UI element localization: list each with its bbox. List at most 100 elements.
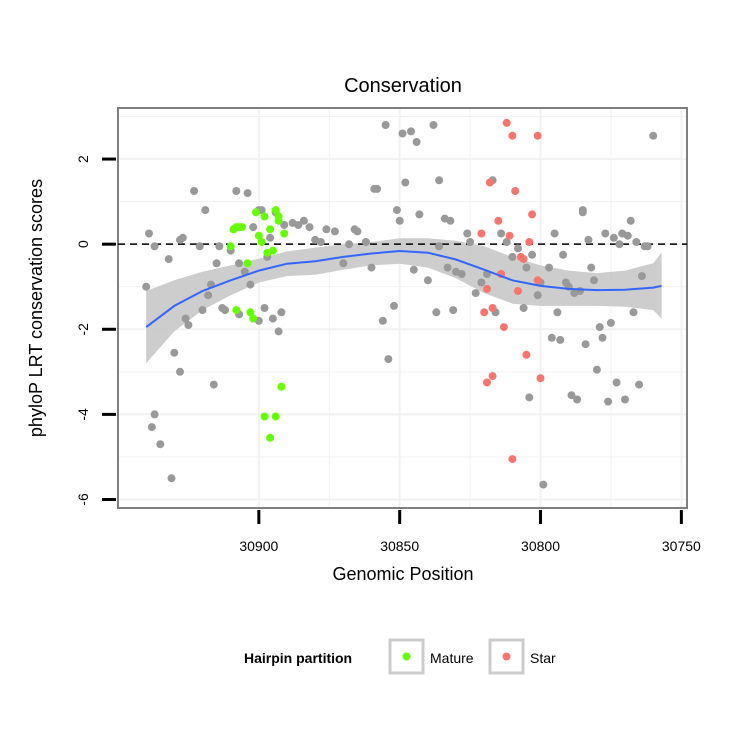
point-grey [378, 316, 387, 325]
point-grey [221, 306, 229, 315]
confidence-ribbon [146, 238, 662, 364]
point-star [480, 308, 489, 317]
point-grey [435, 176, 444, 185]
point-mature [260, 412, 269, 421]
point-grey [150, 242, 159, 251]
point-grey [190, 187, 199, 195]
point-grey [198, 306, 207, 315]
point-grey [612, 378, 621, 387]
point-grey [142, 282, 151, 291]
point-star [508, 455, 517, 464]
x-tick-label: 30750 [662, 538, 701, 554]
point-grey [212, 259, 221, 268]
point-grey [528, 250, 537, 259]
point-grey [176, 367, 184, 376]
point-grey [497, 229, 506, 238]
point-grey [415, 210, 424, 219]
point-grey [345, 240, 353, 249]
point-grey [170, 348, 179, 357]
point-star [483, 284, 491, 293]
point-grey [232, 187, 241, 195]
y-axis-title: phyloP LRT conservation scores [26, 179, 46, 437]
legend-label-star: Star [530, 650, 556, 666]
point-grey [398, 129, 407, 138]
point-grey [184, 321, 193, 329]
point-grey [246, 280, 255, 289]
point-grey [204, 291, 213, 300]
point-grey [559, 250, 568, 259]
point-grey [209, 380, 218, 389]
legend-dot-star [502, 652, 511, 661]
point-grey [367, 263, 376, 272]
point-grey [299, 216, 308, 225]
legend-title: Hairpin partition [244, 650, 352, 666]
point-mature [271, 412, 280, 421]
point-mature [277, 382, 286, 391]
point-grey [539, 480, 548, 489]
point-grey [604, 397, 613, 406]
point-grey [522, 263, 531, 272]
point-grey [463, 229, 472, 238]
point-star [525, 238, 534, 246]
point-grey [150, 410, 159, 419]
point-grey [423, 276, 432, 285]
point-grey [167, 474, 176, 483]
legend-key-star: Star [488, 638, 556, 675]
point-grey [280, 221, 289, 229]
point-grey [595, 323, 604, 332]
point-grey [392, 206, 401, 215]
point-mature [271, 206, 280, 215]
point-mature [260, 212, 269, 221]
point-star [533, 131, 542, 140]
point-grey [443, 263, 452, 272]
point-grey [471, 289, 480, 298]
point-grey [598, 333, 607, 342]
y-tick-label: -2 [75, 323, 91, 336]
point-star [494, 216, 503, 225]
point-grey [381, 121, 390, 129]
point-grey [581, 340, 590, 349]
point-mature [232, 306, 241, 315]
point-grey [573, 395, 582, 404]
point-mature [246, 308, 255, 317]
point-grey [305, 223, 314, 232]
point-grey [578, 206, 587, 215]
point-grey [514, 244, 522, 253]
point-grey [432, 308, 441, 317]
confidence-band [146, 238, 662, 364]
point-grey [629, 308, 638, 317]
point-grey [412, 138, 421, 146]
point-grey [215, 242, 224, 251]
point-grey [294, 221, 303, 229]
point-star [514, 287, 522, 295]
x-axis-title: Genomic Position [332, 564, 473, 584]
y-tick-label: -6 [75, 493, 91, 506]
point-grey [181, 314, 190, 323]
point-grey [649, 131, 658, 140]
x-tick-label: 30900 [239, 538, 278, 554]
point-mature [249, 314, 258, 323]
point-star [519, 255, 528, 264]
point-grey [274, 327, 283, 336]
point-star [505, 231, 514, 240]
y-tick-label: -4 [75, 408, 91, 421]
point-grey [567, 391, 576, 400]
point-grey [609, 233, 618, 242]
chart-title: Conservation [344, 75, 462, 97]
point-grey [446, 216, 455, 225]
point-grey [395, 216, 404, 225]
point-grey [268, 314, 277, 323]
point-grey [556, 335, 565, 344]
point-grey [390, 301, 398, 310]
point-mature [252, 208, 260, 217]
point-mature [266, 433, 275, 442]
x-axis-ticks: 30900 30850 30800 30750 [239, 510, 701, 554]
point-grey [477, 278, 486, 287]
point-grey [587, 263, 596, 272]
x-tick-label: 30800 [521, 538, 560, 554]
point-grey [235, 259, 244, 268]
point-grey [156, 440, 165, 449]
point-grey [407, 127, 415, 136]
point-star [477, 229, 486, 238]
